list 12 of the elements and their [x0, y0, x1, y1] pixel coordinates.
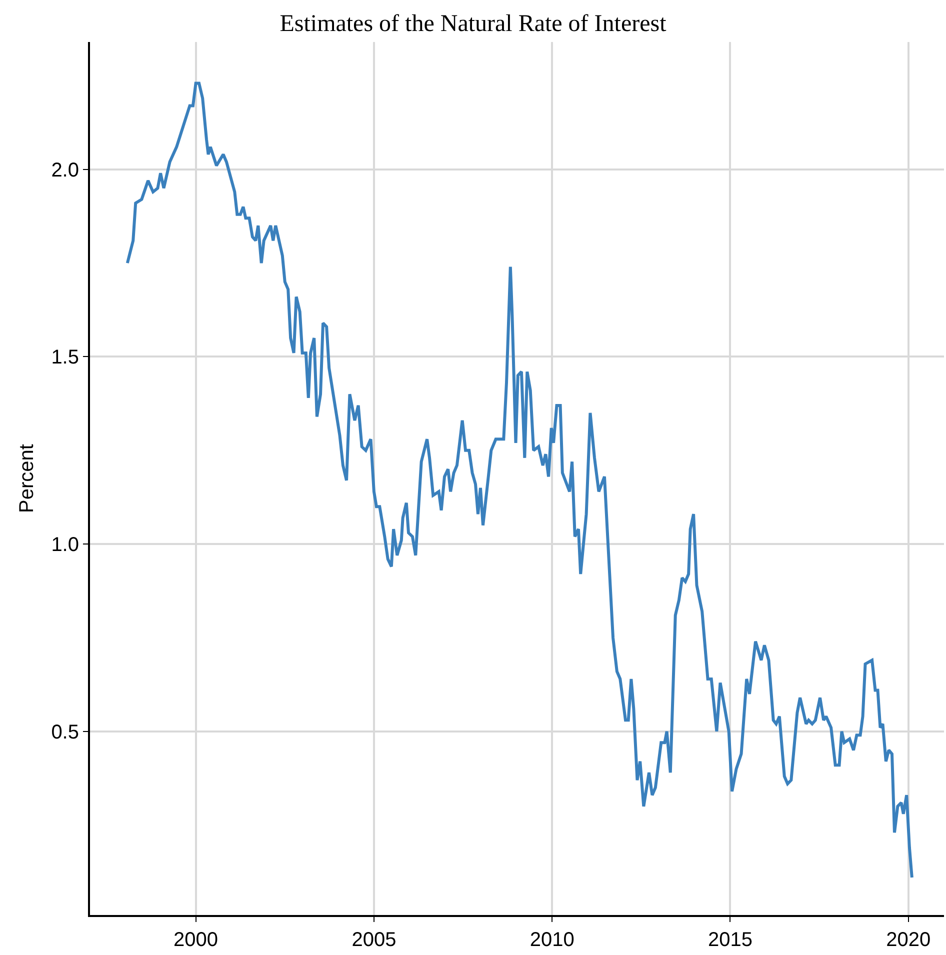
y-tick-label: 2.0 [51, 159, 79, 182]
x-tick-label: 2015 [708, 929, 752, 951]
y-axis-title: Percent [16, 444, 38, 513]
x-tick-label: 2000 [174, 929, 218, 951]
y-tick-label: 0.5 [51, 721, 79, 744]
x-tick-label: 2020 [886, 929, 931, 951]
y-tick-label: 1.0 [51, 534, 79, 556]
y-tick-label: 1.5 [51, 346, 79, 369]
chart-title: Estimates of the Natural Rate of Interest [280, 11, 667, 38]
line-series [126, 82, 914, 880]
x-tick-label: 2010 [530, 929, 574, 951]
x-tick-label: 2005 [352, 929, 396, 951]
